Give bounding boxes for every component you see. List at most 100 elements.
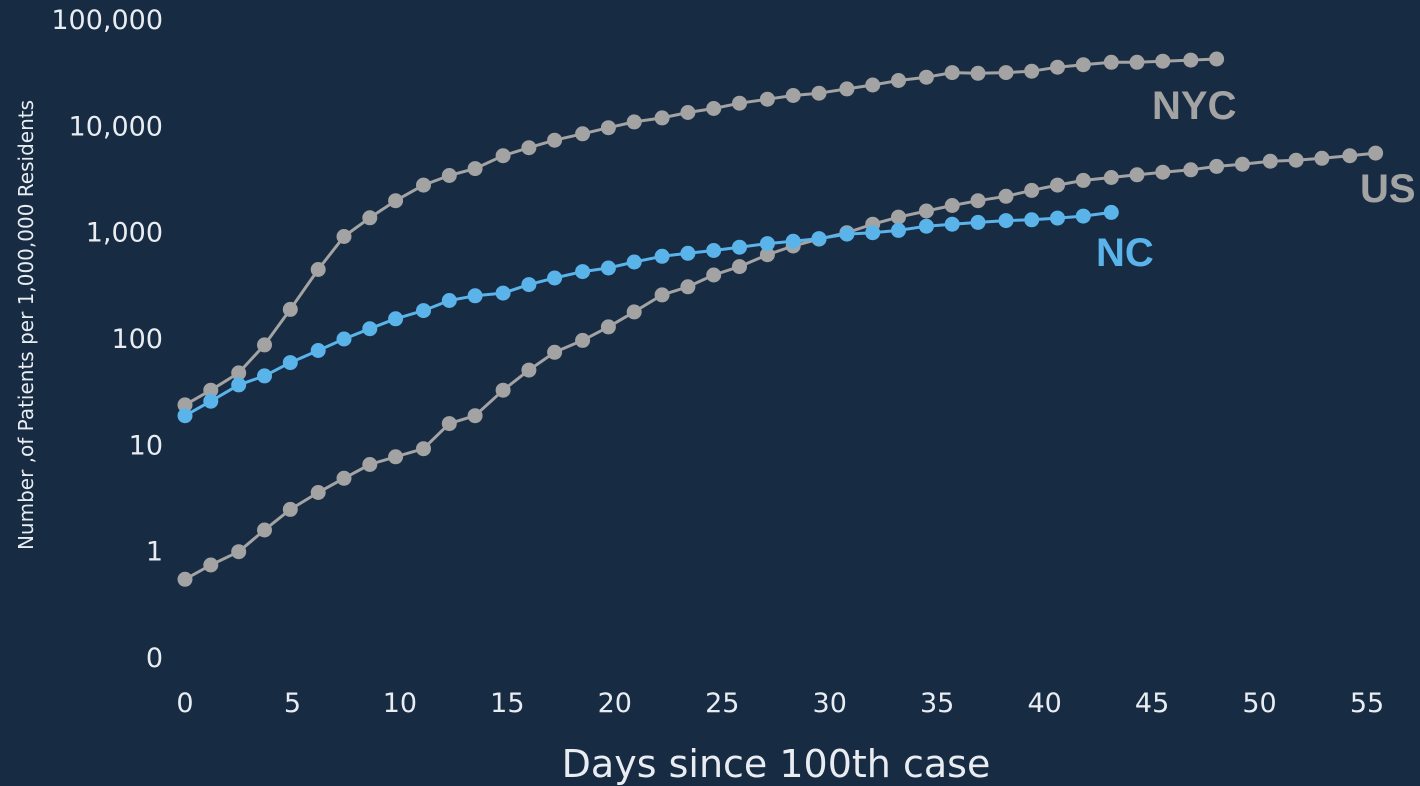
- data-point-nc: [1075, 208, 1091, 224]
- data-point-us: [231, 544, 247, 560]
- x-tick-label: 55: [1350, 688, 1384, 719]
- data-point-us: [1209, 158, 1225, 174]
- x-tick-label: 35: [920, 688, 954, 719]
- series-nyc: [177, 51, 1225, 413]
- data-point-nc: [811, 231, 827, 247]
- data-point-nc: [521, 277, 537, 293]
- x-tick-label: 5: [284, 688, 301, 719]
- data-point-nyc: [257, 337, 272, 353]
- data-point-nyc: [1024, 63, 1040, 79]
- data-point-nc: [362, 321, 378, 337]
- data-point-nc: [600, 260, 616, 276]
- data-point-nc: [495, 285, 511, 301]
- data-point-nyc: [970, 65, 986, 81]
- data-point-nc: [336, 331, 352, 347]
- data-point-nc: [1024, 212, 1040, 228]
- data-point-nc: [547, 270, 563, 286]
- y-tick-label: 10: [129, 430, 163, 461]
- data-point-us: [177, 571, 193, 587]
- data-point-nc: [1050, 210, 1065, 226]
- data-point-nc: [257, 368, 272, 384]
- data-point-us: [1288, 152, 1304, 168]
- data-point-us: [495, 382, 511, 398]
- data-point-us: [1314, 150, 1330, 166]
- data-point-us: [1075, 172, 1091, 188]
- data-point-us: [918, 203, 934, 219]
- y-axis-tick-labels: 0 1 10 100 1,000 10,000 100,000: [51, 5, 163, 674]
- data-point-us: [310, 485, 326, 500]
- data-point-nyc: [732, 95, 747, 111]
- series-label-us: US: [1360, 167, 1416, 211]
- data-point-nyc: [944, 65, 960, 81]
- data-point-nc: [177, 408, 193, 424]
- data-point-us: [282, 501, 298, 517]
- data-point-us: [732, 259, 747, 275]
- data-point-nc: [998, 213, 1014, 229]
- data-point-nc: [441, 293, 457, 308]
- series-layer: [177, 51, 1384, 587]
- x-tick-label: 20: [598, 688, 632, 719]
- data-point-nc: [310, 343, 326, 358]
- data-point-us: [1342, 148, 1358, 164]
- data-point-us: [680, 279, 696, 295]
- data-point-nyc: [203, 382, 219, 398]
- data-point-nyc: [839, 81, 855, 97]
- data-point-nc: [918, 218, 934, 234]
- y-tick-label: 1,000: [86, 218, 163, 249]
- data-point-nyc: [811, 85, 827, 101]
- series-label-nyc: NYC: [1152, 84, 1236, 128]
- series-nc: [177, 204, 1119, 424]
- data-point-nyc: [388, 193, 404, 209]
- data-point-us: [1183, 162, 1199, 178]
- data-point-nyc: [998, 65, 1014, 81]
- data-point-nc: [282, 355, 298, 371]
- data-point-us: [203, 557, 219, 573]
- x-tick-label: 10: [383, 688, 417, 719]
- y-axis-title: Number ,of Patients per 1,000,000 Reside…: [14, 100, 38, 550]
- data-point-nyc: [416, 177, 431, 193]
- data-point-nyc: [1155, 53, 1171, 69]
- y-tick-label: 100: [111, 324, 163, 355]
- x-tick-label: 40: [1027, 688, 1061, 719]
- data-point-nyc: [231, 365, 247, 381]
- data-point-us: [706, 267, 722, 283]
- data-point-us: [1050, 177, 1065, 193]
- data-point-nc: [388, 311, 404, 327]
- data-point-us: [416, 441, 431, 457]
- x-axis-title: Days since 100th case: [562, 742, 991, 786]
- data-point-nc: [970, 214, 986, 230]
- x-axis-tick-labels: 0 5 10 15 20 25 30 35 40 45 50 55: [176, 688, 1384, 719]
- data-point-nc: [575, 264, 591, 280]
- data-point-us: [654, 287, 670, 303]
- y-tick-label: 0: [146, 643, 163, 674]
- data-point-us: [1368, 145, 1384, 161]
- data-point-nc: [891, 222, 906, 238]
- data-point-nyc: [680, 105, 696, 120]
- data-point-nyc: [1129, 54, 1145, 70]
- series-line-us: [184, 151, 1376, 581]
- data-point-us: [1262, 153, 1278, 169]
- data-point-us: [336, 470, 352, 486]
- y-tick-label: 10,000: [69, 111, 163, 142]
- series-line-nyc: [184, 57, 1217, 407]
- data-point-us: [626, 304, 642, 320]
- series-label-nc: NC: [1096, 231, 1154, 275]
- data-point-nc: [944, 216, 960, 232]
- data-point-nc: [785, 233, 801, 249]
- data-point-us: [441, 416, 457, 432]
- data-point-nc: [732, 239, 747, 255]
- x-tick-label: 15: [490, 688, 524, 719]
- data-point-us: [257, 522, 272, 538]
- data-point-nyc: [600, 120, 616, 136]
- data-point-nc: [865, 225, 881, 241]
- x-tick-label: 50: [1242, 688, 1276, 719]
- data-point-nyc: [759, 91, 775, 107]
- data-point-nc: [231, 377, 247, 393]
- data-point-nyc: [521, 140, 537, 156]
- data-point-us: [759, 247, 775, 263]
- data-point-us: [1103, 170, 1119, 185]
- data-point-nc: [467, 288, 483, 304]
- data-point-nc: [203, 393, 219, 409]
